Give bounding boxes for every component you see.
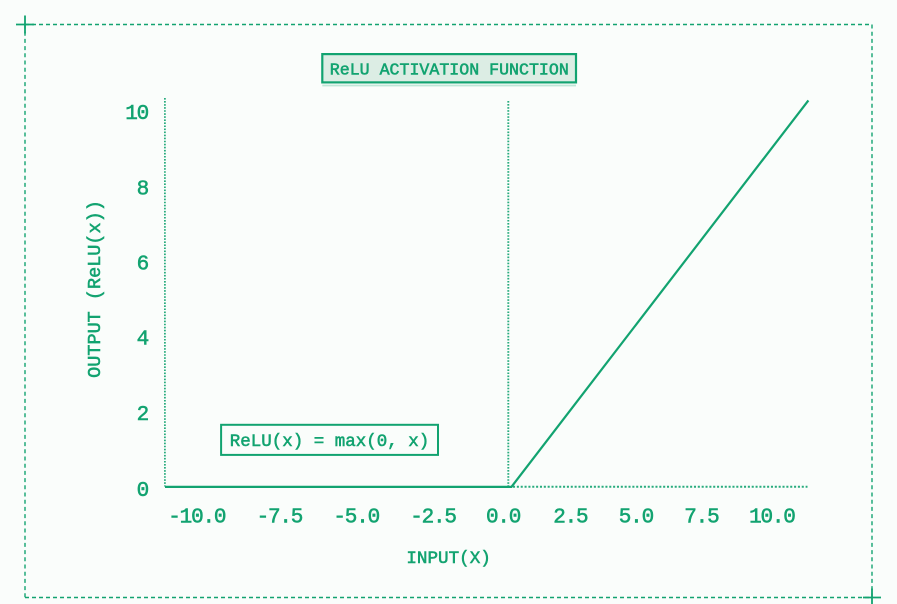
svg-text:10.0: 10.0 bbox=[749, 507, 795, 530]
svg-text:10: 10 bbox=[125, 103, 148, 126]
svg-text:5.0: 5.0 bbox=[619, 507, 654, 530]
svg-text:0.0: 0.0 bbox=[486, 507, 521, 530]
svg-text:6: 6 bbox=[137, 253, 149, 276]
svg-text:2.5: 2.5 bbox=[553, 507, 588, 530]
svg-text:7.5: 7.5 bbox=[684, 507, 719, 530]
svg-text:2: 2 bbox=[137, 404, 149, 427]
svg-text:-10.0: -10.0 bbox=[168, 507, 226, 530]
svg-text:OUTPUT (ReLU(x)): OUTPUT (ReLU(x)) bbox=[85, 200, 106, 378]
svg-text:-7.5: -7.5 bbox=[257, 507, 303, 530]
svg-text:8: 8 bbox=[137, 179, 149, 202]
svg-text:ReLU ACTIVATION FUNCTION: ReLU ACTIVATION FUNCTION bbox=[330, 61, 569, 80]
svg-text:-2.5: -2.5 bbox=[410, 507, 456, 530]
svg-text:ReLU(x) = max(0, x): ReLU(x) = max(0, x) bbox=[230, 432, 430, 452]
svg-text:INPUT(X): INPUT(X) bbox=[406, 549, 490, 569]
svg-text:-5.0: -5.0 bbox=[333, 507, 379, 530]
svg-text:4: 4 bbox=[137, 329, 149, 352]
svg-text:0: 0 bbox=[137, 480, 149, 503]
